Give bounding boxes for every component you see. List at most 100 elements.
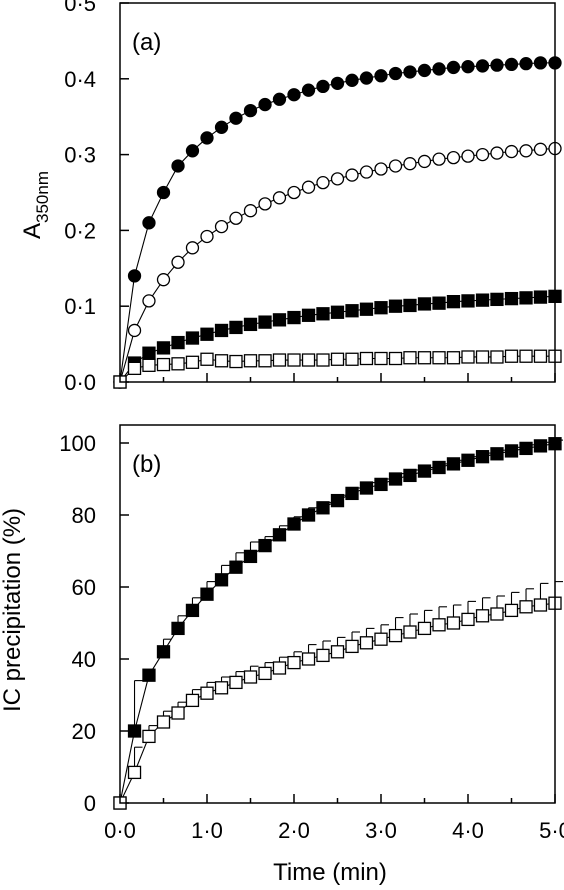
- panel-b-series-filled-square-point: [330, 493, 345, 508]
- panel-a-series-open-circle-point: [272, 191, 287, 205]
- panel-b-y-tick-label: 0: [84, 791, 96, 816]
- panel-a-series-open-circle-point: [301, 180, 316, 194]
- panel-a-series-open-square-point: [461, 350, 475, 364]
- panel-b-series-filled-square-point: [490, 447, 504, 461]
- panel-a-series-filled-circle-point: [475, 59, 490, 73]
- panel-a-series-open-circle-point: [359, 165, 374, 179]
- panel-a-series-filled-circle-point: [403, 65, 417, 79]
- panel-b-series-open-square-point: [446, 616, 461, 630]
- panel-b-series-open-square-point: [171, 706, 185, 720]
- panel-a-series-open-square-point: [417, 351, 432, 365]
- panel-b-series-filled-square-point: [200, 587, 214, 601]
- panel-a-series-open-circle-point: [142, 294, 156, 308]
- panel-a-series-open-square-point: [171, 357, 185, 371]
- panel-b-y-axis-title: IC precipitation (%): [0, 508, 26, 712]
- panel-b-series-filled-square-point: [287, 517, 301, 531]
- panel-a-series-filled-circle-point: [388, 66, 403, 81]
- panel-b-series-filled-square-point: [475, 450, 490, 464]
- panel-a-series-filled-square-point: [475, 293, 490, 307]
- panel-b-series-filled-square-point: [403, 468, 417, 483]
- panel-b-series-filled-square-point: [461, 453, 475, 467]
- panel-a-series-filled-square-point: [229, 320, 243, 335]
- panel-a-series-open-circle-point: [533, 142, 548, 156]
- panel-b-series-filled-square-point: [533, 439, 548, 453]
- panel-a-series-open-circle-point: [388, 159, 403, 173]
- panel-a-series-open-circle-point: [345, 168, 359, 182]
- panel-a-series-open-square-point: [185, 355, 200, 369]
- panel-b-series-open-square-point: [214, 681, 229, 695]
- panel-a-series-filled-square-point: [171, 335, 185, 350]
- panel-a-series-filled-circle-point: [243, 103, 258, 118]
- panel-b-series-filled-square-point: [258, 538, 272, 553]
- panel-b-series-open-square-point: [142, 729, 156, 744]
- panel-a-series-filled-square-point: [214, 323, 229, 338]
- panel-a-series-open-square-point: [504, 349, 519, 363]
- panel-a-series-open-circle-point: [258, 197, 272, 211]
- panel-b-series-open-square-point: [272, 661, 287, 675]
- panel-b-series-filled-square-point: [504, 444, 519, 458]
- panel-a-series: [113, 56, 562, 389]
- panel-a-series-filled-circle-point: [374, 69, 388, 83]
- panel-b-series-open-square-point: [287, 655, 301, 670]
- panel-a-series-filled-circle-point: [446, 60, 461, 75]
- panel-a-y-axis-title-main: A: [19, 223, 46, 239]
- panel-a-series-filled-circle-point: [345, 73, 359, 87]
- panel-a-series-filled-circle-point: [258, 97, 272, 112]
- panel-b-series-open-square-point: [388, 628, 403, 643]
- panel-a-series-open-circle-point: [287, 185, 301, 200]
- panel-b-series-open-square-point: [200, 686, 214, 700]
- panel-a-series-filled-square-point: [301, 308, 316, 322]
- panel-a-series-open-square-point: [243, 354, 258, 368]
- panel-a-series-filled-circle-point: [490, 58, 504, 72]
- panel-a-series-filled-square-point: [403, 298, 417, 313]
- panel-a-series-open-circle-point: [330, 172, 345, 186]
- panel-b: 0 20 40 60 80 100 0·0 1·0 2·0 3·0 4·0 5·0 (b) IC pr…: [0, 424, 564, 886]
- panel-b-series-filled-square: [113, 437, 563, 810]
- panel-a-series-open-square-point: [446, 351, 461, 365]
- panel-a-series-open-square-point: [374, 351, 388, 366]
- panel-b-series-filled-square-point: [272, 528, 287, 542]
- panel-b-x-tick-label: 5·0: [539, 818, 564, 843]
- panel-a-series-open-square-point: [142, 358, 156, 372]
- panel-b-series-filled-square-point: [432, 460, 446, 475]
- panel-a-series-filled-square-point: [156, 341, 171, 355]
- panel-b-frame: [119, 424, 556, 804]
- panel-a-series-open-circle-point: [127, 323, 142, 338]
- panel-b-series-open-square-point: [330, 645, 345, 659]
- panel-a-series-filled-circle: [113, 56, 562, 389]
- panel-a-series-filled-square: [113, 289, 562, 389]
- panel-b-series-filled-square-point: [156, 645, 171, 659]
- panel-a-series-filled-circle-point: [504, 57, 519, 72]
- panel-b-series-filled-square-point: [171, 621, 185, 636]
- panel-a-series-filled-square-point: [258, 315, 272, 329]
- panel-a-series-filled-circle-point: [272, 92, 287, 106]
- panel-b-series-filled-square-point: [316, 501, 330, 515]
- panel-b-series-open-square-point: [461, 612, 475, 627]
- panel-a-series-filled-square-point: [461, 294, 475, 308]
- panel-a-series-open-square-point: [214, 354, 229, 368]
- panel-a-series-open-circle-point: [446, 150, 461, 165]
- panel-b-label: (b): [132, 451, 161, 478]
- panel-b-y-tick-label: 100: [59, 431, 96, 456]
- panel-b-series-filled-square-point: [345, 486, 359, 501]
- panel-a-series-open-square-point: [475, 350, 490, 364]
- panel-a-series-open-square-point: [533, 349, 548, 363]
- panel-a-series-filled-square-point: [330, 305, 345, 319]
- panel-a-series-open-circle-point: [200, 229, 214, 244]
- panel-b-y-tick-label: 40: [72, 647, 96, 672]
- panel-b-series-open-square-point: [432, 618, 446, 632]
- panel-a-series-open-square-point: [127, 361, 142, 376]
- panel-a-series-open-circle-point: [403, 157, 417, 171]
- panel-a-series-open-circle-point: [490, 146, 504, 160]
- panel-a-series-filled-square-point: [504, 291, 519, 306]
- panel-b-x-tick-label: 4·0: [452, 818, 484, 843]
- panel-b-series-filled-square-point: [359, 481, 374, 495]
- panel-a-series-open-square-point: [272, 353, 287, 367]
- panel-a-series-open-square-point: [301, 353, 316, 367]
- panel-b-series-open-square-point: [359, 636, 374, 650]
- panel-a-series-filled-circle-point: [185, 144, 200, 158]
- panel-b-series-filled-square-point: [142, 668, 156, 682]
- panel-b-ticks: 0 20 40 60 80 100 0·0 1·0 2·0 3·0 4·0 5·0: [59, 431, 564, 843]
- panel-b-series-filled-square-point: [127, 724, 142, 738]
- panel-b-series-filled-square-point: [388, 472, 403, 486]
